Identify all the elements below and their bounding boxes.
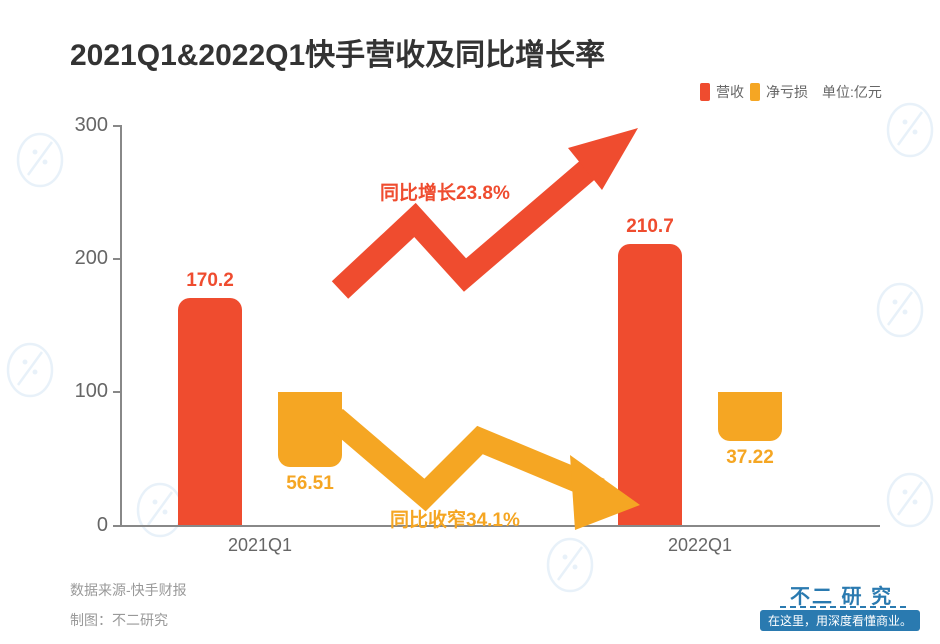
- footer-credit: 制图：不二研究: [70, 610, 168, 630]
- arrow-down-narrow: [0, 0, 940, 644]
- footer-brand: 不二 研 究: [790, 580, 893, 609]
- annotation-growth: 同比增长23.8%: [380, 178, 510, 205]
- brand-underline: [780, 606, 910, 608]
- footer-source: 数据来源-快手财报: [70, 580, 187, 600]
- annotation-narrow: 同比收窄34.1%: [390, 505, 520, 532]
- footer-brand-sub: 在这里，用深度看懂商业。: [760, 610, 920, 631]
